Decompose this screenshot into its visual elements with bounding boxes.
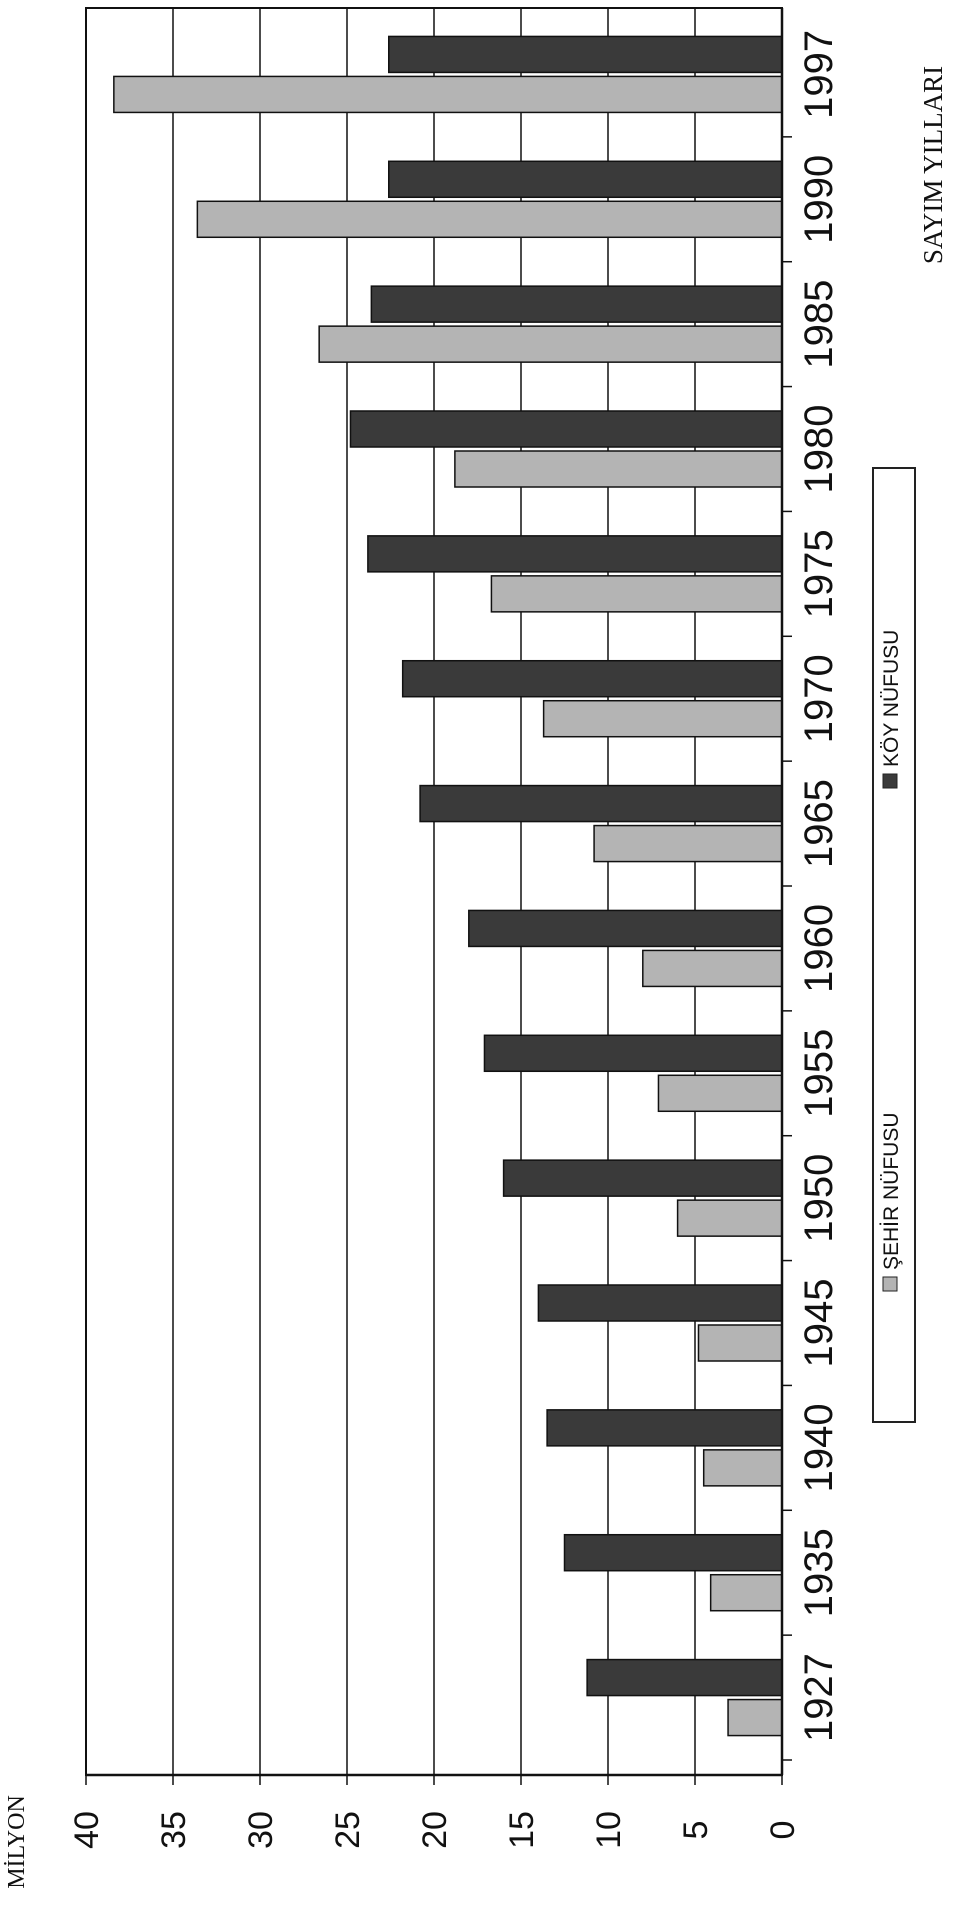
bar-koy-1950	[502, 1159, 783, 1197]
bar-koy-1945	[537, 1284, 783, 1322]
legend-label-koy: KÖY NÜFUSU	[880, 630, 903, 767]
legend-box	[872, 467, 916, 1423]
value-tick-label: 10	[590, 1811, 628, 1849]
bar-sehir-1935	[709, 1573, 783, 1612]
value-tick-label: 20	[416, 1811, 454, 1849]
bar-koy-1975	[367, 535, 783, 573]
bar-koy-1985	[370, 285, 783, 323]
year-tick-label: 1985	[797, 280, 841, 369]
legend: ŞEHİR NÜFUSU KÖY NÜFUSU	[872, 467, 916, 1423]
bar-koy-1980	[349, 410, 783, 448]
year-tick-label: 1940	[797, 1403, 841, 1492]
year-tick-label: 1965	[797, 779, 841, 868]
value-tick-label: 5	[677, 1821, 715, 1840]
grid-lines	[85, 7, 783, 1785]
bars	[113, 35, 792, 1761]
axes	[86, 8, 784, 1777]
bar-sehir-1940	[702, 1449, 783, 1487]
value-tick-label: 15	[503, 1811, 541, 1849]
bar-sehir-1980	[454, 450, 783, 488]
value-tick-label: 35	[155, 1811, 193, 1849]
bar-koy-1927	[586, 1658, 783, 1697]
bar-sehir-1970	[542, 699, 783, 738]
bar-sehir-1997	[113, 75, 783, 114]
value-tick-label: 25	[329, 1811, 367, 1849]
year-tick-label: 1960	[797, 904, 841, 993]
bar-sehir-1950	[676, 1199, 783, 1237]
bar-koy-1940	[546, 1409, 783, 1447]
year-tick-label: 1997	[797, 30, 841, 119]
year-tick-label: 1927	[797, 1653, 841, 1742]
bar-sehir-1955	[657, 1074, 783, 1113]
value-tick-label: 0	[764, 1821, 802, 1840]
bar-koy-1970	[401, 659, 783, 698]
bar-sehir-1927	[727, 1698, 783, 1737]
bar-koy-1965	[419, 784, 783, 823]
bar-sehir-1990	[196, 200, 783, 239]
year-tick-labels: 1927 1935 1940 1945 1950 1955 1960 1965 1970 1975…	[797, 30, 841, 1742]
year-tick-label: 1935	[797, 1528, 841, 1617]
legend-swatch-sehir	[882, 1276, 898, 1292]
year-tick-label: 1975	[797, 529, 841, 618]
y-axis-label: MİLYON	[4, 1795, 30, 1889]
year-tick-label: 1970	[797, 654, 841, 743]
bar-sehir-1945	[697, 1324, 783, 1362]
bar-sehir-1975	[490, 575, 783, 613]
year-tick-label: 1990	[797, 155, 841, 244]
x-axis-label: SAYIM YILLARI	[918, 66, 948, 264]
bar-koy-1955	[483, 1034, 783, 1073]
bar-koy-1997	[388, 35, 783, 74]
value-tick-label: 40	[68, 1811, 106, 1849]
year-tick-label: 1955	[797, 1029, 841, 1118]
legend-label-sehir: ŞEHİR NÜFUSU	[880, 1112, 903, 1270]
bar-sehir-1965	[593, 824, 783, 863]
legend-swatch-koy	[882, 773, 898, 789]
year-tick-label: 1980	[797, 405, 841, 494]
value-tick-label: 30	[242, 1811, 280, 1849]
year-tick-label: 1945	[797, 1279, 841, 1368]
bar-sehir-1985	[318, 325, 783, 363]
bar-sehir-1960	[642, 949, 783, 988]
year-tick-label: 1950	[797, 1154, 841, 1243]
bar-koy-1990	[388, 160, 783, 199]
bar-koy-1935	[563, 1533, 783, 1572]
value-tick-labels: 0 5 10 15 20 25 30 35 40	[68, 1811, 802, 1849]
bar-koy-1960	[468, 909, 783, 948]
